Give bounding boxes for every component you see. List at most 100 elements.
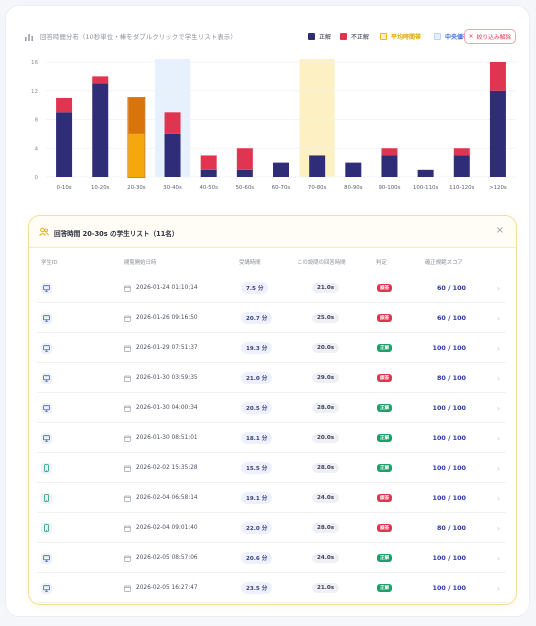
legend-item-incorrect[interactable]: 不正解 [340, 32, 369, 41]
dashboard-card: 回答時間分布（10秒単位・棒をダブルクリックで学生リスト表示） 正解 不正解 平… [5, 5, 530, 617]
score-cell: 60 / 100 [437, 273, 466, 303]
device-cell [41, 333, 52, 363]
histogram-chart[interactable]: 0 4 8 12 16 0-10s 10-20s 20-30s 30-40s 40-50s 50-6… [24, 54, 524, 199]
chevron-right-icon: › [496, 403, 500, 413]
desktop-icon [41, 402, 52, 414]
panel-header: 回答時間 20-30s の学生リスト（11名） × [29, 216, 516, 248]
table-row[interactable]: 2026-02-05 16:27:47 23.5 分 21.0s 正解 100 / 10… [37, 573, 506, 603]
row-chevron[interactable]: › [497, 513, 500, 543]
row-chevron[interactable]: › [497, 363, 500, 393]
datetime-text: 2026-02-02 15:35:28 [136, 465, 198, 471]
duration-cell: 19.1 分 [241, 483, 273, 513]
duration-chip: 22.0 分 [241, 522, 273, 534]
table-row[interactable]: 2026-02-04 06:58:14 19.1 分 24.0s 誤答 100 / 10… [37, 483, 506, 513]
calendar-icon [124, 344, 136, 352]
table-row[interactable]: 2026-02-02 15:35:28 15.5 分 28.0s 正解 100 / 10… [37, 453, 506, 483]
bar-correct[interactable] [56, 112, 73, 177]
duration-cell: 20.5 分 [241, 393, 273, 423]
row-chevron[interactable]: › [497, 333, 500, 363]
y-tick-label: 12 [31, 89, 38, 95]
datetime-cell: 2026-02-05 16:27:47 [124, 573, 198, 603]
bar-correct[interactable] [200, 169, 217, 177]
bar-incorrect[interactable] [56, 97, 73, 113]
bar-correct[interactable] [417, 169, 434, 177]
calendar-icon [124, 284, 136, 292]
student-list-panel: 回答時間 20-30s の学生リスト（11名） × 学生ID 閲覧開始日時 受講… [28, 215, 517, 605]
bar-incorrect[interactable] [200, 155, 217, 170]
datetime-cell: 2026-02-04 06:58:14 [124, 483, 198, 513]
calendar-icon [124, 524, 136, 532]
close-panel-button[interactable]: × [495, 225, 504, 236]
y-tick-label: 8 [35, 118, 39, 124]
datetime-text: 2026-01-26 09:16:50 [136, 315, 198, 321]
bar-incorrect[interactable] [489, 62, 506, 91]
row-chevron[interactable]: › [497, 273, 500, 303]
answer-time-chip: 21.0s [312, 283, 340, 293]
row-chevron[interactable]: › [497, 483, 500, 513]
legend-swatch [308, 33, 315, 40]
chart-header: 回答時間分布（10秒単位・棒をダブルクリックで学生リスト表示） 正解 不正解 平… [24, 26, 519, 50]
score-text: 100 / 100 [432, 404, 466, 412]
table-row[interactable]: 2026-01-30 08:51:01 18.1 分 20.0s 正解 100 / 10… [37, 423, 506, 453]
row-chevron[interactable]: › [497, 573, 500, 603]
bar-incorrect[interactable] [92, 76, 109, 84]
calendar-icon [124, 314, 136, 322]
mobile-icon [41, 522, 52, 534]
bar-correct[interactable] [453, 155, 470, 177]
bar-correct[interactable] [236, 169, 253, 177]
row-chevron[interactable]: › [497, 543, 500, 573]
table-row[interactable]: 2026-02-05 08:57:06 20.6 分 24.0s 正解 100 / 10… [37, 543, 506, 573]
duration-chip: 23.5 分 [241, 582, 273, 594]
datetime-cell: 2026-02-05 08:57:06 [124, 543, 198, 573]
legend-item-average[interactable]: 平均時間帯 [380, 32, 421, 41]
x-tick-label: 110-120s [449, 185, 475, 191]
score-text: 100 / 100 [432, 554, 466, 562]
bar-correct[interactable] [92, 83, 109, 177]
bar-incorrect[interactable] [128, 97, 145, 134]
bar-correct[interactable] [273, 162, 289, 177]
chevron-right-icon: › [496, 493, 500, 503]
judge-cell: 誤答 [377, 363, 393, 393]
calendar-icon [124, 494, 136, 502]
chart-title: 回答時間分布（10秒単位・棒をダブルクリックで学生リスト表示） [40, 34, 237, 41]
score-text: 100 / 100 [432, 494, 466, 502]
device-cell [41, 423, 52, 453]
device-cell [41, 513, 52, 543]
table-row[interactable]: 2026-01-30 04:00:34 20.5 分 28.0s 正解 100 / 10… [37, 393, 506, 423]
score-cell: 80 / 100 [437, 513, 466, 543]
bar-incorrect[interactable] [236, 148, 253, 170]
judge-badge: 誤答 [377, 524, 393, 532]
datetime-text: 2026-02-04 09:01:40 [136, 525, 198, 531]
datetime-text: 2026-01-30 08:51:01 [136, 435, 198, 441]
bar-incorrect[interactable] [453, 148, 470, 156]
legend-label: 平均時間帯 [391, 34, 422, 41]
table-row[interactable]: 2026-01-24 01:10:14 7.5 分 21.0s 誤答 60 / 100 › [37, 273, 506, 303]
bar-correct[interactable] [345, 162, 362, 177]
table-row[interactable]: 2026-01-26 09:16:50 20.7 分 25.0s 誤答 60 / 100… [37, 303, 506, 333]
judge-badge: 誤答 [377, 284, 393, 292]
x-tick-label: 10-20s [91, 185, 110, 191]
table-row[interactable]: 2026-02-04 09:01:40 22.0 分 28.0s 誤答 80 / 100… [37, 513, 506, 543]
bar-incorrect[interactable] [381, 148, 398, 156]
row-chevron[interactable]: › [497, 303, 500, 333]
datetime-text: 2026-01-29 07:51:37 [136, 345, 198, 351]
bar-correct[interactable] [381, 155, 398, 177]
bar-correct[interactable] [128, 133, 145, 177]
table-row[interactable]: 2026-01-30 03:59:35 21.0 分 29.0s 誤答 80 / 100… [37, 363, 506, 393]
row-chevron[interactable]: › [497, 453, 500, 483]
legend-label: 中央値帯 [445, 34, 470, 41]
bar-correct[interactable] [489, 90, 506, 177]
duration-chip: 20.5 分 [241, 402, 273, 414]
row-chevron[interactable]: › [497, 423, 500, 453]
table-row[interactable]: 2026-01-29 07:51:37 19.3 分 20.0s 正解 100 / 10… [37, 333, 506, 363]
histogram-svg[interactable]: 0 4 8 12 16 0-10s 10-20s 20-30s 30-40s 40-50s 50-6… [24, 54, 524, 199]
bar-incorrect[interactable] [164, 112, 181, 134]
reset-filter-button[interactable]: ✕ 絞り込み解除 [464, 29, 516, 44]
legend-item-median[interactable]: 中央値帯 [434, 32, 469, 41]
column-header: 確正規範スコア [425, 260, 463, 266]
bar-correct[interactable] [164, 133, 181, 177]
legend-item-correct[interactable]: 正解 [308, 32, 331, 41]
row-chevron[interactable]: › [497, 393, 500, 423]
bar-correct[interactable] [309, 155, 326, 177]
duration-cell: 22.0 分 [241, 513, 273, 543]
